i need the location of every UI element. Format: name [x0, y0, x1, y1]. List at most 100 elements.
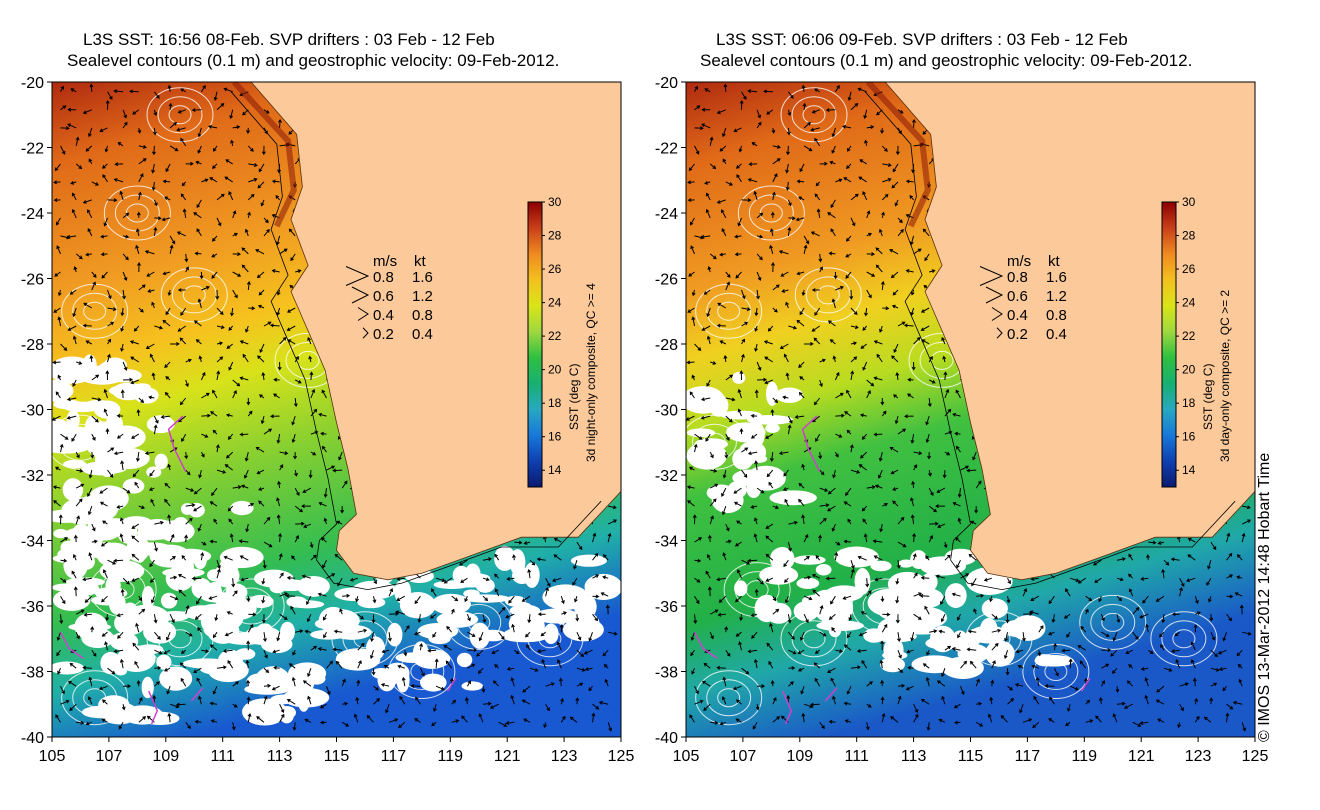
x-tick-label: 117: [1015, 748, 1041, 765]
x-tick-label: 123: [1185, 748, 1212, 765]
colorbar-tick-label: 30: [548, 195, 562, 209]
composite-label: 3d night-only composite, QC >= 4: [584, 283, 598, 462]
sst-map-panel-night: L3S SST: 16:56 08-Feb. SVP drifters : 03…: [21, 30, 635, 765]
x-tick-label: 115: [324, 748, 350, 765]
legend-kt-value: 0.4: [1046, 326, 1067, 343]
legend-header-ms: m/s: [1007, 253, 1031, 270]
y-tick-label: -34: [655, 534, 678, 551]
legend-header-kt: kt: [1048, 253, 1061, 270]
colorbar-tick-label: 22: [1182, 329, 1196, 343]
x-tick-label: 119: [1072, 748, 1098, 765]
y-tick-label: -30: [21, 403, 44, 420]
y-tick-label: -20: [655, 75, 678, 92]
y-tick-label: -34: [21, 534, 44, 551]
colorbar-tick-label: 22: [548, 329, 562, 343]
y-tick-label: -38: [655, 665, 678, 682]
legend-arrow: [345, 266, 370, 286]
y-tick-label: -28: [655, 337, 678, 354]
colorbar-tick-label: 16: [1182, 430, 1196, 444]
panel-title-line1: L3S SST: 16:56 08-Feb. SVP drifters : 03…: [83, 30, 495, 49]
colorbar-tick-label: 14: [548, 463, 562, 477]
y-tick-label: -26: [21, 272, 44, 289]
legend-arrow: [991, 307, 1003, 321]
imos-credit: © IMOS 13-Mar-2012 14:48 Hobart Time: [1256, 452, 1273, 742]
legend-arrow: [979, 266, 1004, 286]
legend-ms-value: 0.2: [1007, 326, 1028, 343]
legend-ms-value: 0.6: [1007, 288, 1028, 305]
colorbar-title: SST (deg C): [1201, 364, 1215, 430]
legend-arrow: [985, 286, 1004, 304]
y-tick-label: -22: [655, 141, 678, 158]
coastal-warm-water: [865, 82, 931, 228]
colorbar-tick-label: 28: [1182, 229, 1196, 243]
colorbar-tick-label: 30: [1182, 195, 1196, 209]
sealevel-contours: [52, 87, 584, 726]
y-tick-label: -20: [21, 75, 44, 92]
colorbar-tick-label: 26: [548, 262, 562, 276]
x-tick-label: 113: [901, 748, 927, 765]
x-tick-label: 111: [845, 748, 869, 765]
y-tick-label: -40: [655, 730, 678, 747]
x-tick-label: 121: [1128, 748, 1155, 765]
x-tick-label: 107: [96, 748, 123, 765]
x-tick-label: 125: [608, 748, 635, 765]
colorbar-tick-label: 18: [1182, 396, 1196, 410]
colorbar-tick-label: 16: [548, 430, 562, 444]
legend-ms-value: 0.6: [373, 288, 394, 305]
y-tick-label: -36: [21, 599, 44, 616]
x-tick-label: 109: [152, 748, 179, 765]
y-tick-label: -38: [21, 665, 44, 682]
x-tick-label: 105: [673, 748, 700, 765]
legend-ms-value: 0.8: [1007, 269, 1028, 286]
y-tick-label: -26: [655, 272, 678, 289]
legend-header-ms: m/s: [373, 253, 397, 270]
composite-label: 3d day-only composite, QC >= 2: [1218, 290, 1232, 462]
x-tick-label: 121: [494, 748, 521, 765]
x-tick-label: 119: [438, 748, 464, 765]
y-tick-label: -40: [21, 730, 44, 747]
x-tick-label: 107: [730, 748, 757, 765]
x-tick-label: 115: [958, 748, 984, 765]
legend-ms-value: 0.4: [1007, 307, 1028, 324]
y-tick-label: -24: [655, 206, 678, 223]
velocity-legend: m/s kt 0.8 1.6 0.6 1.2 0.4 0.8 0.2 0.4: [979, 253, 1067, 343]
legend-kt-value: 1.2: [412, 288, 433, 305]
colorbar-tick-label: 24: [548, 296, 562, 310]
x-tick-label: 113: [267, 748, 293, 765]
sst-map: 105 107 109 111 113 115 117 119 121 123 125 -20 -22 -…: [655, 75, 1269, 765]
x-tick-label: 117: [381, 748, 407, 765]
y-tick-label: -32: [655, 468, 678, 485]
panel-title-line2: Sealevel contours (0.1 m) and geostrophi…: [67, 51, 560, 70]
y-tick-label: -36: [655, 599, 678, 616]
x-tick-label: 105: [39, 748, 66, 765]
svp-drifter-tracks: [693, 415, 1091, 725]
sst-map-panel-day: L3S SST: 06:06 09-Feb. SVP drifters : 03…: [634, 0, 1294, 810]
legend-ms-value: 0.8: [373, 269, 394, 286]
colorbar-tick-label: 18: [548, 396, 562, 410]
y-tick-label: -30: [655, 403, 678, 420]
sst-map: 105 107 109 111 113 115 117 119 121 123 125 -20 -22 -…: [21, 75, 635, 765]
legend-ms-value: 0.4: [373, 307, 394, 324]
legend-ms-value: 0.2: [373, 326, 394, 343]
legend-kt-value: 0.8: [1046, 307, 1067, 324]
legend-kt-value: 1.2: [1046, 288, 1067, 305]
panel-title-line1: L3S SST: 06:06 09-Feb. SVP drifters : 03…: [716, 30, 1128, 49]
x-tick-label: 109: [786, 748, 813, 765]
legend-kt-value: 1.6: [1046, 269, 1067, 286]
x-tick-label: 125: [1242, 748, 1269, 765]
cloud-mask: [686, 371, 1074, 679]
x-tick-label: 111: [211, 748, 235, 765]
y-tick-label: -32: [21, 468, 44, 485]
colorbar-tick-label: 24: [1182, 296, 1196, 310]
legend-header-kt: kt: [414, 253, 427, 270]
velocity-legend: m/s kt 0.8 1.6 0.6 1.2 0.4 0.8 0.2 0.4: [345, 253, 433, 343]
legend-arrow: [351, 286, 370, 304]
legend-arrow: [357, 307, 369, 321]
legend-arrow: [996, 327, 1003, 339]
legend-kt-value: 0.4: [412, 326, 433, 343]
coastal-warm-water: [231, 82, 297, 228]
svp-drifter-tracks: [59, 415, 457, 725]
panel-title-line2: Sealevel contours (0.1 m) and geostrophi…: [700, 51, 1193, 70]
y-tick-label: -28: [21, 337, 44, 354]
shelf-isobath: [230, 91, 602, 591]
